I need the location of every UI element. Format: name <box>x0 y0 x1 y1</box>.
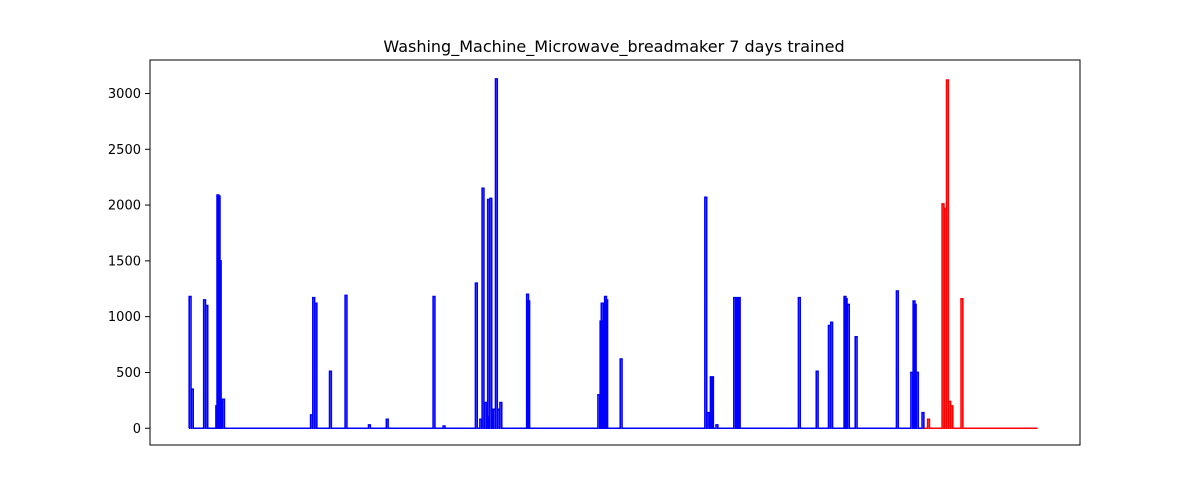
plot-frame <box>149 59 1081 446</box>
y-tick-label: 500 <box>116 366 141 381</box>
chart-title: Washing_Machine_Microwave_breadmaker 7 d… <box>383 37 844 57</box>
y-tick-label: 2000 <box>108 199 141 214</box>
series-line-1 <box>188 78 927 430</box>
series-line-2 <box>924 79 1038 430</box>
y-tick-label: 1500 <box>108 254 141 269</box>
y-tick-label: 1000 <box>108 310 141 325</box>
y-tick-label: 0 <box>133 422 141 437</box>
y-tick-label: 2500 <box>108 143 141 158</box>
y-tick-label: 3000 <box>108 87 141 102</box>
y-axis: 0 500 1000 1500 2000 2500 3000 <box>108 87 150 437</box>
series-layer <box>188 78 1038 430</box>
